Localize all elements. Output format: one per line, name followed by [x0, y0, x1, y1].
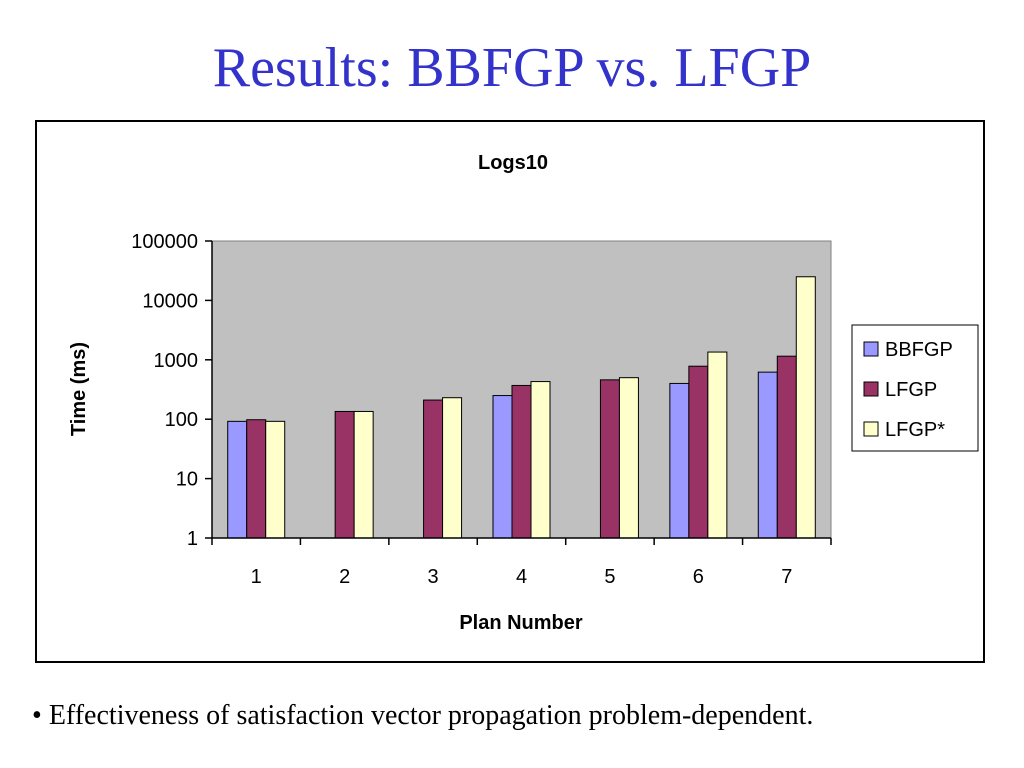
- bar-lfgp-plan-4: [530, 381, 551, 539]
- bar-lfgp-plan-5: [599, 379, 620, 539]
- legend: BBFGP LFGP LFGP*: [851, 324, 979, 452]
- bar-lfgp-plan-1: [246, 419, 267, 539]
- legend-swatch: [863, 421, 879, 437]
- legend-label: LFGP*: [885, 419, 945, 441]
- chart-frame: Logs10 1 2 3 4 5 6 7 1 10 100 1000 10000 100000 Plan…: [35, 120, 985, 663]
- bar-lfgp-plan-1: [265, 420, 286, 539]
- y-axis-label: Time (ms): [68, 342, 90, 436]
- legend-label: BBFGP: [885, 339, 953, 361]
- bar-bbfgp-plan-4: [492, 395, 513, 539]
- bar-lfgp-plan-3: [442, 397, 463, 539]
- bar-lfgp-plan-6: [688, 365, 709, 539]
- x-tick-label: 6: [693, 566, 704, 588]
- bar-lfgp-plan-2: [334, 410, 355, 539]
- axis-layer: 1 2 3 4 5 6 7 1 10 100 1000 10000 100000: [131, 231, 832, 588]
- y-tick-label: 100000: [131, 231, 198, 253]
- bar-lfgp-plan-5: [618, 377, 639, 539]
- chart-title: Logs10: [478, 152, 548, 174]
- x-tick-label: 4: [516, 566, 527, 588]
- bars-layer: [227, 276, 816, 539]
- chart: Logs10 1 2 3 4 5 6 7 1 10 100 1000 10000 100000 Plan…: [68, 152, 979, 634]
- legend-swatch: [863, 341, 879, 357]
- bar-lfgp-plan-2: [353, 410, 374, 539]
- bar-bbfgp-plan-7: [757, 371, 778, 539]
- x-axis-label: Plan Number: [459, 612, 583, 634]
- legend-swatch: [863, 381, 879, 397]
- slide-title: Results: BBFGP vs. LFGP: [212, 37, 812, 99]
- x-tick-label: 7: [781, 566, 792, 588]
- bullet-text: Effectiveness of satisfaction vector pro…: [48, 700, 814, 731]
- bullet-point: • Effectiveness of satisfaction vector p…: [32, 700, 1012, 732]
- bullet-mark: •: [32, 700, 42, 731]
- legend-label: LFGP: [885, 379, 937, 401]
- x-tick-label: 1: [251, 566, 262, 588]
- bar-lfgp-plan-4: [511, 384, 532, 539]
- bar-bbfgp-plan-6: [669, 382, 690, 539]
- y-tick-label: 1: [187, 528, 198, 550]
- x-tick-label: 5: [604, 566, 615, 588]
- y-tick-label: 100: [165, 409, 198, 431]
- x-tick-label: 3: [428, 566, 439, 588]
- y-tick-label: 10: [176, 469, 198, 491]
- bar-lfgp-plan-6: [707, 351, 728, 539]
- bar-lfgp-plan-7: [795, 276, 816, 539]
- x-tick-label: 2: [339, 566, 350, 588]
- y-tick-label: 10000: [142, 290, 198, 312]
- bar-bbfgp-plan-1: [227, 420, 248, 539]
- bar-lfgp-plan-3: [423, 399, 444, 539]
- bar-lfgp-plan-7: [776, 355, 797, 539]
- y-tick-label: 1000: [154, 350, 199, 372]
